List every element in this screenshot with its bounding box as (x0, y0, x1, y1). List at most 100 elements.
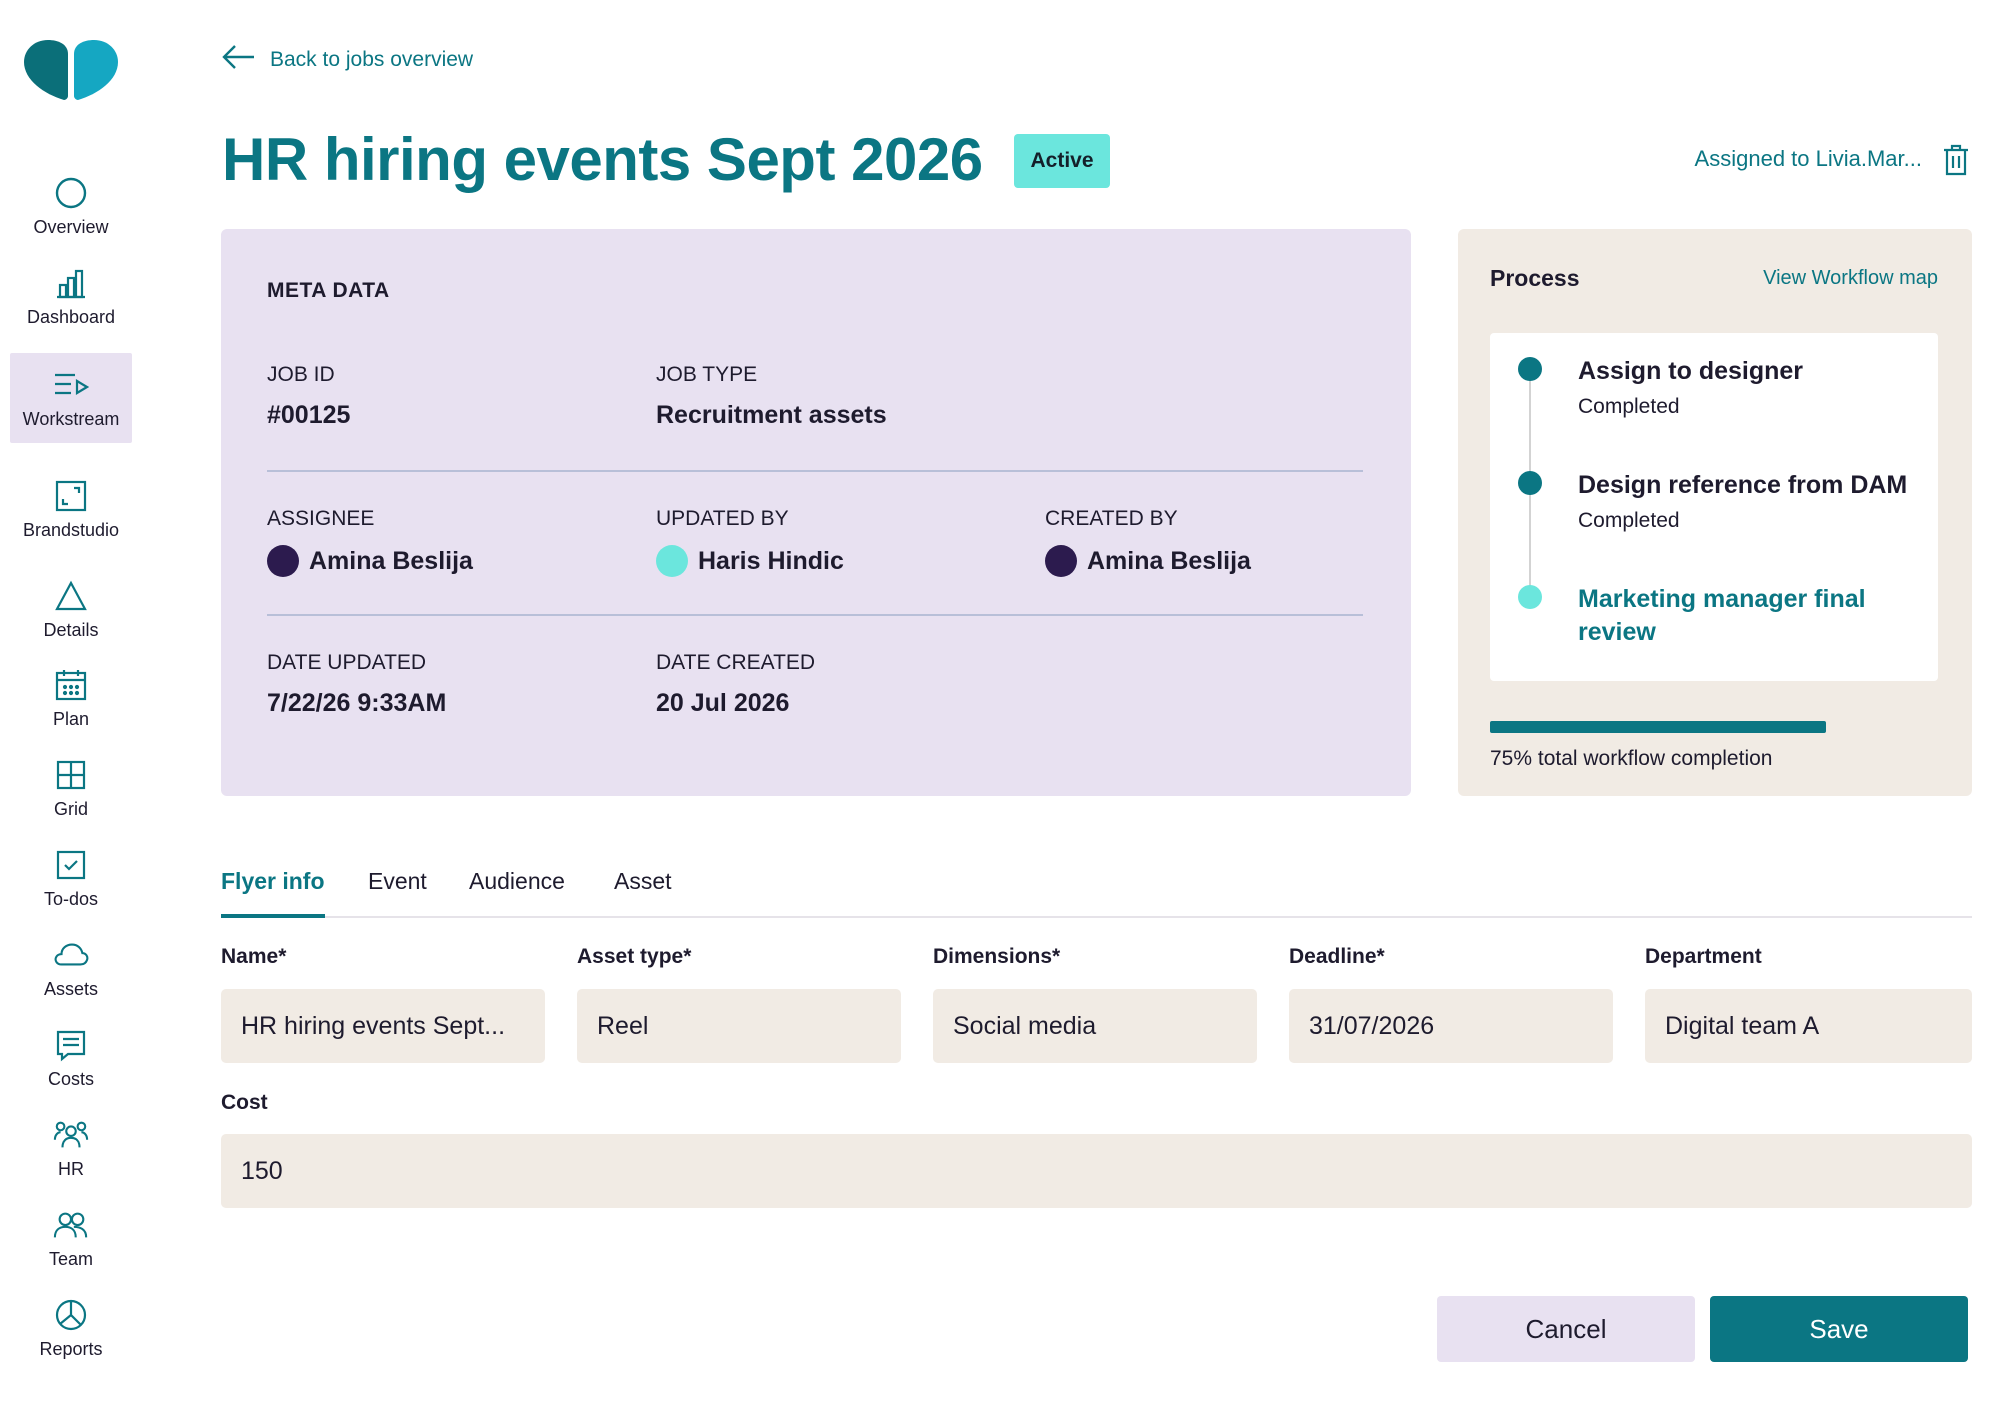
sidebar-item-plan[interactable]: Plan (10, 667, 132, 730)
step-title: Assign to designer (1578, 357, 1804, 385)
tab-audience[interactable]: Audience (469, 868, 565, 894)
sidebar-item-label: Brandstudio (22, 520, 120, 540)
sidebar-item-assets[interactable]: Assets (10, 937, 132, 1000)
cost-field[interactable]: 150 (221, 1134, 1972, 1208)
arrow-left-icon (222, 44, 256, 76)
job-id-label: JOB ID (267, 363, 335, 386)
grid-icon (53, 757, 89, 793)
sidebar-item-grid[interactable]: Grid (10, 757, 132, 820)
sidebar-item-label: HR (58, 1159, 84, 1179)
date-updated-field: DATE UPDATED 7/22/26 9:33AM (267, 651, 446, 718)
process-card: Process View Workflow map Assign to desi… (1458, 229, 1972, 796)
sidebar-item-label: Plan (52, 709, 90, 729)
people-group-icon (53, 1117, 89, 1153)
sidebar-item-overview[interactable]: Overview (10, 175, 132, 238)
created-by-label: CREATED BY (1045, 507, 1178, 530)
view-workflow-map-link[interactable]: View Workflow map (1763, 267, 1938, 289)
sidebar-item-details[interactable]: Details (10, 578, 132, 641)
step-status: Completed (1578, 509, 1680, 532)
step-title: Design reference from DAM (1578, 471, 1908, 499)
circle-icon (53, 175, 89, 211)
assignee-link[interactable]: Assigned to Livia.Mar... (1694, 146, 1922, 171)
process-steps: Assign to designer Completed Design refe… (1490, 333, 1938, 681)
page-title: HR hiring events Sept 2026 (222, 126, 983, 193)
tab-event[interactable]: Event (368, 868, 427, 894)
meta-divider (267, 614, 1363, 616)
avatar (267, 545, 299, 577)
sidebar-item-label: Assets (43, 979, 99, 999)
job-type-field: JOB TYPE Recruitment assets (656, 363, 887, 430)
sidebar-item-label: Grid (53, 799, 88, 819)
back-link[interactable]: Back to jobs overview (222, 44, 473, 76)
cost-label: Cost (221, 1091, 268, 1114)
frame-icon (53, 478, 89, 514)
avatar (656, 545, 688, 577)
list-play-icon (53, 367, 89, 403)
sidebar-item-todos[interactable]: To-dos (10, 847, 132, 910)
sidebar-item-label: Details (43, 620, 99, 640)
avatar (1045, 545, 1077, 577)
updated-by-field: UPDATED BY Haris Hindic (656, 507, 844, 577)
updated-by-value: Haris Hindic (698, 546, 844, 575)
sidebar-item-label: Reports (39, 1339, 103, 1359)
checkbox-icon (53, 847, 89, 883)
sidebar-item-costs[interactable]: Costs (10, 1027, 132, 1090)
name-field[interactable]: HR hiring events Sept... (221, 989, 545, 1063)
deadline-label: Deadline* (1289, 945, 1385, 968)
sidebar-item-label: Dashboard (26, 307, 116, 327)
sidebar-item-team[interactable]: Team (10, 1207, 132, 1270)
created-by-field: CREATED BY Amina Beslija (1045, 507, 1251, 577)
sidebar-item-reports[interactable]: Reports (10, 1297, 132, 1360)
step-status: Completed (1578, 395, 1680, 418)
step-complete-icon (1518, 357, 1542, 381)
asset-type-label: Asset type* (577, 945, 692, 968)
pie-chart-icon (53, 1297, 89, 1333)
triangle-icon (53, 578, 89, 614)
trash-icon[interactable] (1942, 144, 1970, 176)
job-id-value: #00125 (267, 401, 351, 429)
job-type-value: Recruitment assets (656, 401, 887, 429)
deadline-field[interactable]: 31/07/2026 (1289, 989, 1613, 1063)
name-label: Name* (221, 945, 287, 968)
tab-asset[interactable]: Asset (614, 868, 672, 894)
assignee-field: ASSIGNEE Amina Beslija (267, 507, 473, 577)
meta-data-title: META DATA (267, 279, 390, 302)
cancel-button[interactable]: Cancel (1437, 1296, 1695, 1362)
workflow-progress-bar (1490, 721, 1938, 733)
job-type-label: JOB TYPE (656, 363, 758, 386)
bar-chart-icon (53, 265, 89, 301)
date-updated-label: DATE UPDATED (267, 651, 427, 674)
sidebar-item-label: To-dos (43, 889, 99, 909)
date-created-label: DATE CREATED (656, 651, 816, 674)
back-link-label: Back to jobs overview (270, 48, 474, 71)
sidebar-item-hr[interactable]: HR (10, 1117, 132, 1180)
step-current-icon (1518, 585, 1542, 609)
cloud-icon (53, 937, 89, 973)
dimensions-field[interactable]: Social media (933, 989, 1257, 1063)
asset-type-field[interactable]: Reel (577, 989, 901, 1063)
workflow-progress-text: 75% total workflow completion (1490, 747, 1773, 770)
step-title: Marketing manager final review (1578, 585, 1866, 646)
tab-bar: Flyer info Event Audience Asset (221, 868, 1972, 918)
date-created-field: DATE CREATED 20 Jul 2026 (656, 651, 815, 718)
assignee-value: Amina Beslija (309, 546, 473, 575)
sidebar-item-brandstudio[interactable]: Brandstudio (10, 478, 132, 541)
sidebar-item-workstream[interactable]: Workstream (10, 353, 132, 443)
assignee-label: ASSIGNEE (267, 507, 375, 530)
dimensions-label: Dimensions* (933, 945, 1061, 968)
team-icon (53, 1207, 89, 1243)
department-field[interactable]: Digital team A (1645, 989, 1972, 1063)
receipt-icon (53, 1027, 89, 1063)
date-created-value: 20 Jul 2026 (656, 689, 790, 717)
department-label: Department (1645, 945, 1762, 968)
sidebar-item-label: Costs (47, 1069, 94, 1089)
updated-by-label: UPDATED BY (656, 507, 789, 530)
tab-flyer-info[interactable]: Flyer info (221, 868, 325, 918)
status-badge: Active (1014, 134, 1110, 188)
save-button[interactable]: Save (1710, 1296, 1968, 1362)
workflow-progress-fill (1490, 721, 1826, 733)
sidebar-item-label: Team (48, 1249, 93, 1269)
sidebar-item-dashboard[interactable]: Dashboard (10, 265, 132, 328)
meta-divider (267, 470, 1363, 472)
step-complete-icon (1518, 471, 1542, 495)
